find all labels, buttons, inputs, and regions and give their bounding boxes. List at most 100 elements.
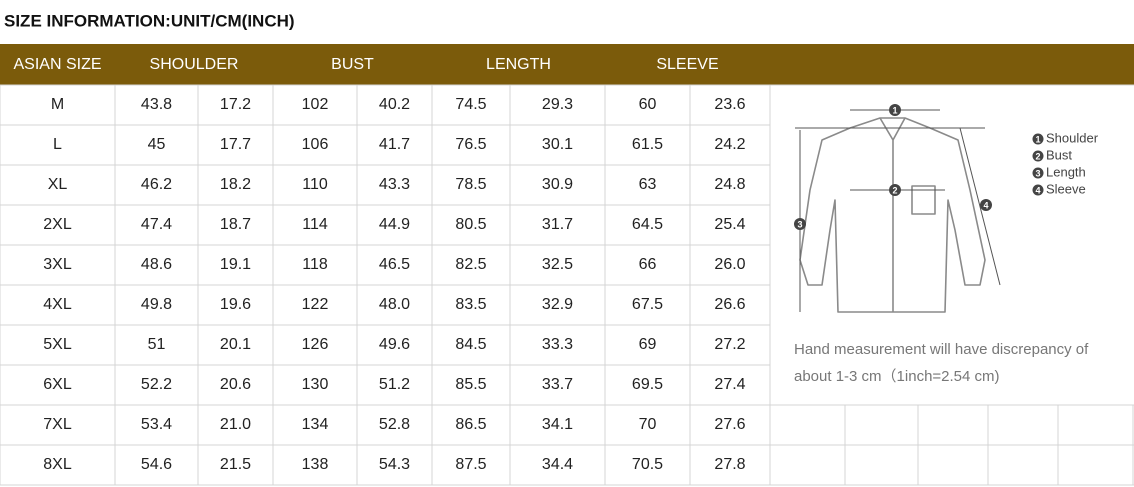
marker: [889, 184, 901, 196]
cell: 64.5: [632, 216, 663, 233]
legend-label: Bust: [1046, 147, 1072, 162]
cell: 52.2: [141, 376, 172, 393]
column-header: BUST: [331, 56, 374, 73]
cell: 26.0: [714, 256, 745, 273]
cell: 51: [148, 336, 166, 353]
cell: 138: [302, 456, 329, 473]
note: about 1-3 cm（1inch=2.54 cm): [794, 368, 1000, 385]
cell: 86.5: [455, 416, 486, 433]
cell: 6XL: [43, 376, 72, 393]
cell: 44.9: [379, 216, 410, 233]
cell: 27.4: [714, 376, 745, 393]
legend-marker: [1032, 133, 1044, 145]
legend-number: 4: [1035, 185, 1040, 195]
legend-number: 2: [1035, 151, 1040, 161]
cell: 70: [639, 416, 657, 433]
cell: 23.6: [714, 96, 745, 113]
marker-number: 1: [892, 105, 897, 115]
cell: 43.8: [141, 96, 172, 113]
cell: 54.6: [141, 456, 172, 473]
cell: 45: [148, 136, 166, 153]
cell: 17.7: [220, 136, 251, 153]
cell: L: [53, 136, 62, 153]
column-header: LENGTH: [486, 56, 551, 73]
cell: 61.5: [632, 136, 663, 153]
cell: 69: [639, 336, 657, 353]
cell: 43.3: [379, 176, 410, 193]
cell: 134: [302, 416, 329, 433]
cell: 17.2: [220, 96, 251, 113]
cell: 48.0: [379, 296, 410, 313]
cell: 4XL: [43, 296, 72, 313]
legend-label: Length: [1046, 164, 1086, 179]
cell: 19.6: [220, 296, 251, 313]
cell: 21.0: [220, 416, 251, 433]
cell: 70.5: [632, 456, 663, 473]
cell: 27.8: [714, 456, 745, 473]
marker: [794, 218, 806, 230]
title: SIZE INFORMATION:UNIT/CM(INCH): [4, 11, 295, 30]
cell: 27.6: [714, 416, 745, 433]
cell: 110: [302, 176, 328, 193]
cell: 30.1: [542, 136, 573, 153]
cell: 82.5: [455, 256, 486, 273]
cell: 102: [302, 96, 329, 113]
cell: M: [51, 96, 64, 113]
cell: 84.5: [455, 336, 486, 353]
legend-marker: [1032, 167, 1044, 179]
cell: 76.5: [455, 136, 486, 153]
cell: 26.6: [714, 296, 745, 313]
marker-number: 4: [983, 200, 988, 210]
cell: 7XL: [43, 416, 72, 433]
cell: 118: [302, 256, 328, 273]
marker-number: 3: [797, 219, 802, 229]
cell: 27.2: [714, 336, 745, 353]
legend-marker: [1032, 184, 1044, 196]
cell: 40.2: [379, 96, 410, 113]
cell: 24.2: [714, 136, 745, 153]
cell: 54.3: [379, 456, 410, 473]
cell: 46.5: [379, 256, 410, 273]
cell: 3XL: [43, 256, 72, 273]
legend-number: 3: [1035, 168, 1040, 178]
cell: 24.8: [714, 176, 745, 193]
cell: 53.4: [141, 416, 172, 433]
cell: 2XL: [43, 216, 72, 233]
cell: 20.1: [220, 336, 251, 353]
cell: 32.9: [542, 296, 573, 313]
cell: 67.5: [632, 296, 663, 313]
cell: 122: [302, 296, 329, 313]
cell: 47.4: [141, 216, 172, 233]
cell: 130: [302, 376, 329, 393]
cell: 33.7: [542, 376, 573, 393]
note: Hand measurement will have discrepancy o…: [794, 341, 1089, 358]
cell: 31.7: [542, 216, 573, 233]
cell: 30.9: [542, 176, 573, 193]
cell: 18.7: [220, 216, 251, 233]
cell: 78.5: [455, 176, 486, 193]
header-row: [0, 44, 1134, 85]
cell: 20.6: [220, 376, 251, 393]
cell: 41.7: [379, 136, 410, 153]
cell: 83.5: [455, 296, 486, 313]
cell: 80.5: [455, 216, 486, 233]
marker: [980, 199, 992, 211]
cell: 34.4: [542, 456, 573, 473]
column-header: SLEEVE: [656, 56, 718, 73]
marker-number: 2: [892, 185, 897, 195]
cell: 49.8: [141, 296, 172, 313]
legend-label: Sleeve: [1046, 181, 1086, 196]
cell: 74.5: [455, 96, 486, 113]
cell: 52.8: [379, 416, 410, 433]
cell: 46.2: [141, 176, 172, 193]
cell: 60: [639, 96, 657, 113]
cell: 126: [302, 336, 329, 353]
cell: 25.4: [714, 216, 745, 233]
cell: 33.3: [542, 336, 573, 353]
cell: 106: [302, 136, 329, 153]
cell: 49.6: [379, 336, 410, 353]
cell: 34.1: [542, 416, 573, 433]
cell: 5XL: [43, 336, 72, 353]
cell: 19.1: [220, 256, 251, 273]
marker: [889, 104, 901, 116]
